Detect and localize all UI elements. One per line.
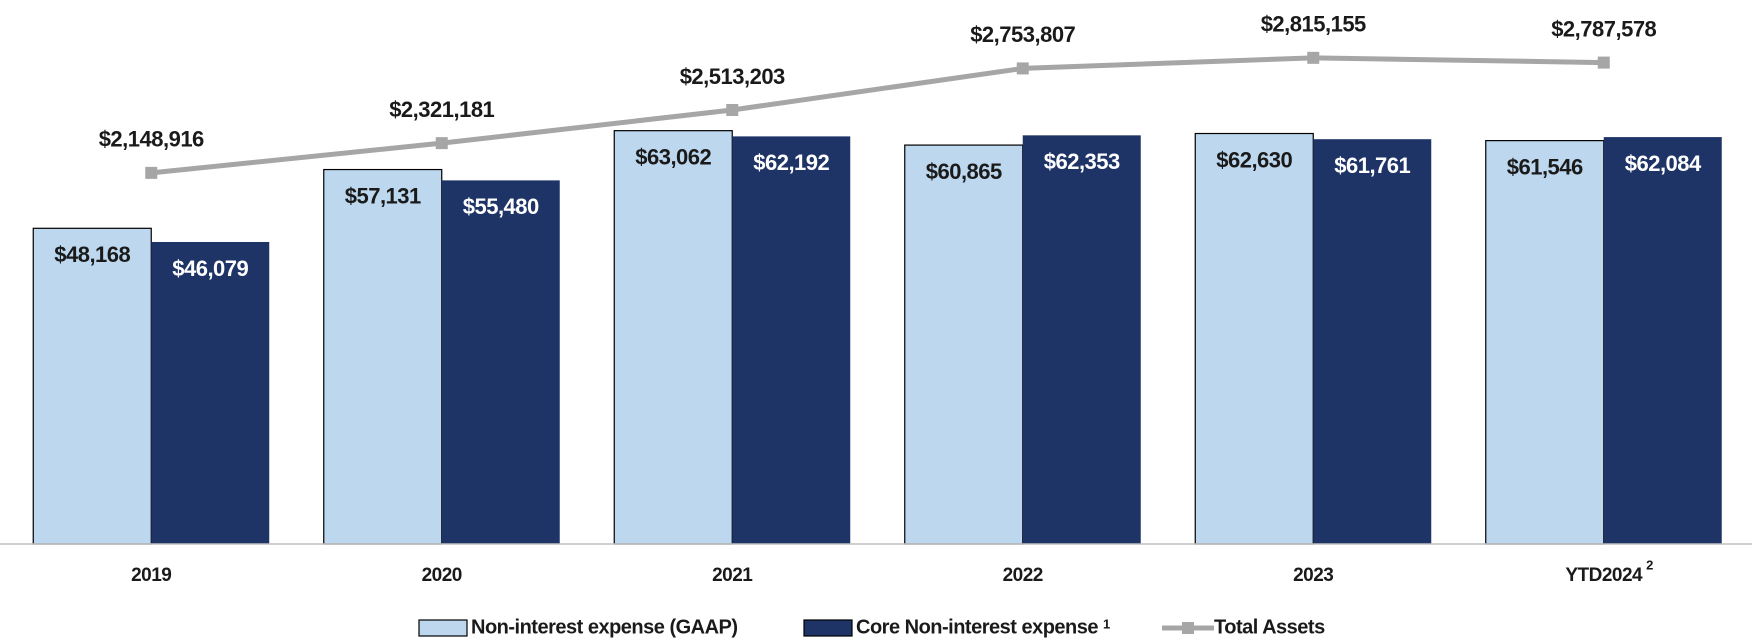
line-marker: [1016, 62, 1029, 75]
bar: [1603, 137, 1722, 544]
line-marker: [1307, 51, 1320, 64]
legend-label: Core Non-interest expense: [856, 616, 1098, 638]
data-label: $2,815,155: [1261, 12, 1366, 37]
bar: [151, 241, 270, 545]
bar: [32, 227, 152, 545]
data-label: $62,630: [1216, 147, 1292, 172]
x-tick-label: 2023: [1293, 565, 1333, 586]
bar: [613, 130, 733, 545]
x-tick-label: 2022: [1003, 565, 1043, 586]
legend-swatch: [803, 619, 853, 637]
x-tick-label: 2019: [131, 565, 171, 586]
footnote-mark: 1: [1103, 616, 1110, 631]
bar: [1022, 135, 1141, 544]
line-marker: [145, 166, 158, 179]
data-label: $61,761: [1334, 153, 1410, 178]
data-label: $2,753,807: [970, 22, 1075, 47]
bar: [441, 180, 560, 544]
legend-label: Total Assets: [1214, 616, 1325, 638]
legend-swatch: [418, 619, 468, 637]
data-label: $62,084: [1625, 151, 1702, 176]
data-label: $57,131: [345, 183, 421, 208]
bar: [732, 136, 851, 545]
legend-swatch: [1182, 622, 1194, 634]
x-tick-label: YTD2024: [1565, 565, 1643, 586]
data-label: $55,480: [463, 194, 539, 219]
bar: [1194, 132, 1314, 545]
data-label: $62,192: [753, 150, 829, 175]
data-label: $60,865: [926, 159, 1002, 184]
data-label: $61,546: [1507, 154, 1583, 179]
line-marker: [726, 103, 739, 116]
line: [150, 55, 1604, 176]
bar: [904, 144, 1024, 545]
bar: [1485, 140, 1605, 545]
bar: [1313, 139, 1432, 544]
data-label: $2,148,916: [99, 127, 204, 152]
data-label: $2,787,578: [1551, 16, 1656, 41]
data-label: $46,079: [172, 256, 248, 281]
x-tick-label: 2020: [422, 565, 462, 586]
footnote-mark: 2: [1646, 557, 1653, 572]
data-label: $63,062: [635, 144, 711, 169]
legend-label: Non-interest expense (GAAP): [471, 616, 738, 638]
data-label: $48,168: [54, 242, 130, 267]
line-marker: [1597, 56, 1610, 69]
data-label: $2,321,181: [389, 97, 494, 122]
bar: [323, 168, 443, 545]
x-tick-label: 2021: [712, 565, 753, 586]
data-label: $2,513,203: [680, 64, 785, 89]
data-label: $62,353: [1044, 149, 1120, 174]
line-marker: [435, 137, 448, 150]
